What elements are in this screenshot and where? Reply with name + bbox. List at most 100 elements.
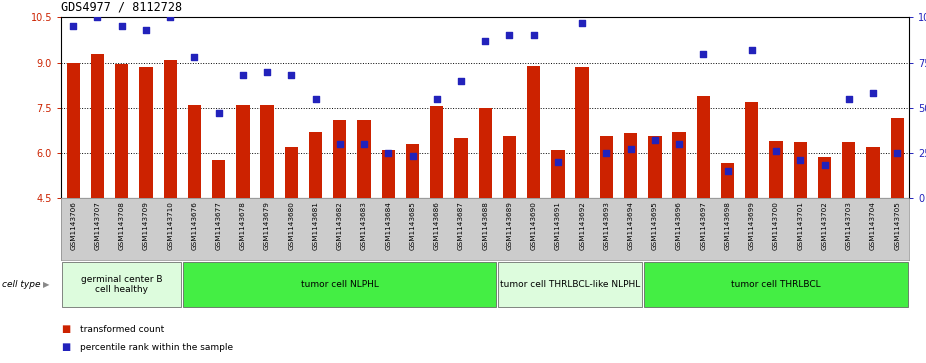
Point [866,90,881,96]
Text: GSM1143706: GSM1143706 [70,201,76,250]
Bar [333,120,346,198]
Text: GSM1143700: GSM1143700 [773,201,779,250]
Bar [236,105,249,198]
Point [405,154,419,159]
Point [114,24,129,29]
Text: GSM1143707: GSM1143707 [94,201,100,250]
Text: tumor cell THRLBCL: tumor cell THRLBCL [732,280,820,289]
Text: GSM1143683: GSM1143683 [361,201,367,250]
Text: GSM1143696: GSM1143696 [676,201,682,250]
Point [890,150,905,156]
Point [187,54,202,60]
Bar [624,133,637,198]
Point [163,15,178,20]
Text: cell type: cell type [2,280,41,289]
Bar [455,138,468,198]
Text: GSM1143686: GSM1143686 [433,201,440,250]
Text: GSM1143697: GSM1143697 [700,201,707,250]
Point [817,163,832,168]
Bar [115,64,129,198]
Text: GSM1143701: GSM1143701 [797,201,803,250]
Text: GSM1143690: GSM1143690 [531,201,537,250]
Text: GSM1143680: GSM1143680 [288,201,294,250]
Point [90,15,105,20]
Bar [770,141,782,198]
Bar [527,66,541,198]
Bar [479,108,492,198]
Text: GSM1143691: GSM1143691 [555,201,561,250]
Text: GSM1143687: GSM1143687 [458,201,464,250]
Point [357,141,371,147]
Text: GSM1143688: GSM1143688 [482,201,488,250]
Bar [430,106,444,198]
Text: GSM1143699: GSM1143699 [749,201,755,250]
Bar [648,136,661,198]
Point [308,96,323,102]
Text: GSM1143709: GSM1143709 [143,201,149,250]
Point [478,38,493,44]
Text: tumor cell NLPHL: tumor cell NLPHL [301,280,379,289]
Bar [842,142,856,198]
Bar [212,160,225,198]
Text: germinal center B
cell healthy: germinal center B cell healthy [81,275,162,294]
Bar [357,120,370,198]
Text: GSM1143676: GSM1143676 [192,201,197,250]
Bar [891,118,904,198]
Text: ▶: ▶ [43,280,49,289]
Bar [867,147,880,198]
Text: GSM1143689: GSM1143689 [507,201,512,250]
Bar [406,144,419,198]
Point [66,24,81,29]
Bar [600,136,613,198]
Point [259,69,274,74]
Point [745,47,759,53]
Point [211,110,226,116]
Point [284,72,299,78]
Text: GSM1143685: GSM1143685 [409,201,416,250]
Bar [67,62,80,198]
Text: GDS4977 / 8112728: GDS4977 / 8112728 [61,1,182,14]
Point [551,159,566,165]
Point [599,150,614,156]
Text: GSM1143681: GSM1143681 [313,201,319,250]
Text: GSM1143679: GSM1143679 [264,201,270,250]
Text: GSM1143682: GSM1143682 [337,201,343,250]
Text: GSM1143704: GSM1143704 [870,201,876,250]
Text: ■: ■ [61,324,70,334]
Bar [284,147,298,198]
Bar [188,105,201,198]
Point [139,27,154,33]
Point [502,33,517,38]
Bar [260,105,274,198]
Bar [382,150,395,198]
Text: GSM1143694: GSM1143694 [628,201,633,250]
Text: GSM1143684: GSM1143684 [385,201,392,250]
Bar [818,157,832,198]
Point [793,157,807,163]
Point [842,96,857,102]
Text: GSM1143695: GSM1143695 [652,201,657,250]
Text: tumor cell THRLBCL-like NLPHL: tumor cell THRLBCL-like NLPHL [500,280,640,289]
Point [332,141,347,147]
Bar [575,67,589,198]
Bar [672,132,686,198]
Point [671,141,686,147]
Bar [309,132,322,198]
Text: ■: ■ [61,342,70,352]
Text: GSM1143693: GSM1143693 [604,201,609,250]
Point [430,96,444,102]
Point [454,78,469,83]
Bar [644,261,908,307]
Bar [503,136,516,198]
Text: GSM1143703: GSM1143703 [845,201,852,250]
Point [769,148,783,154]
Point [696,50,711,56]
Bar [721,163,734,198]
Text: GSM1143702: GSM1143702 [821,201,828,250]
Text: GSM1143678: GSM1143678 [240,201,246,250]
Point [526,33,541,38]
Bar [91,53,104,198]
Point [623,146,638,152]
Point [575,20,590,26]
Bar [551,150,565,198]
